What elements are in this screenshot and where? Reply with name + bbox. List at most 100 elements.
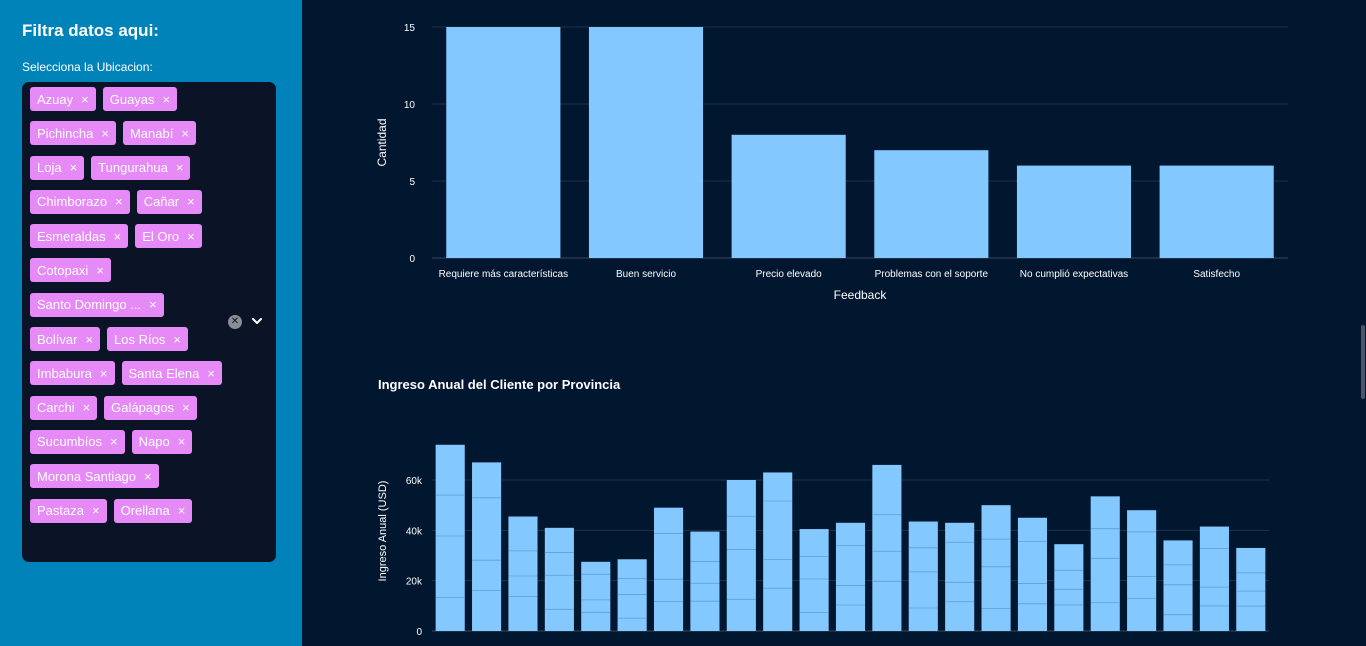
remove-tag-icon[interactable]: × [144, 468, 152, 484]
bar [617, 559, 647, 631]
location-tag[interactable]: Los Ríos × [107, 327, 188, 352]
tag-label: Manabí [129, 125, 174, 141]
remove-tag-icon[interactable]: × [162, 91, 171, 107]
location-tag[interactable]: El Oro × [135, 224, 202, 249]
tag-label: Napo [138, 434, 170, 450]
location-tag[interactable]: Chimborazo × [30, 189, 130, 214]
tag-label: El Oro [142, 228, 180, 244]
location-tag[interactable]: Tungurahua × [91, 155, 191, 180]
location-tag[interactable]: Carchi × [30, 395, 98, 420]
bar [874, 150, 989, 258]
location-multiselect[interactable]: Azuay × Guayas × Pichincha × Manabí × Loja × Tungu… [22, 82, 276, 562]
tag-label: Esmeraldas [37, 228, 106, 244]
tag-label: Los Ríos [114, 331, 166, 347]
bar [731, 134, 846, 258]
remove-tag-icon[interactable]: × [177, 434, 186, 450]
location-tag[interactable]: Morona Santiago × [30, 464, 159, 489]
tag-label: Santa Elena [128, 365, 200, 381]
x-tick-label: Problemas con el soporte [875, 269, 989, 280]
bar [763, 472, 793, 631]
location-tag[interactable]: Manabí × [122, 121, 196, 146]
remove-tag-icon[interactable]: × [91, 503, 100, 519]
remove-tag-icon[interactable]: × [181, 125, 189, 141]
bar [588, 27, 704, 258]
y-tick-label: 5 [409, 177, 415, 188]
remove-tag-icon[interactable]: × [187, 228, 195, 244]
location-tag[interactable]: Pichincha × [30, 121, 116, 146]
remove-tag-icon[interactable]: × [96, 262, 104, 278]
y-tick-label: 10 [404, 100, 416, 111]
remove-tag-icon[interactable]: × [85, 331, 94, 347]
location-tag[interactable]: Santa Elena × [121, 361, 222, 386]
location-label: Selecciona la Ubicacion: [22, 60, 153, 74]
bar [872, 464, 902, 631]
x-tick-label: Precio elevado [756, 269, 823, 280]
x-tick-label: No cumplió expectativas [1020, 269, 1128, 280]
bar [835, 522, 866, 631]
tag-label: Carchi [37, 400, 75, 416]
bar [1199, 526, 1229, 631]
location-tag[interactable]: Cañar × [136, 189, 202, 214]
location-tag[interactable]: Galápagos × [104, 395, 197, 420]
location-tag[interactable]: Pastaza × [30, 498, 107, 523]
location-tag[interactable]: Imbabura × [30, 361, 115, 386]
remove-tag-icon[interactable]: × [173, 331, 181, 347]
remove-tag-icon[interactable]: × [177, 503, 186, 519]
remove-tag-icon[interactable]: × [187, 194, 195, 210]
x-tick-label: Satisfecho [1193, 269, 1240, 280]
location-tag[interactable]: Esmeraldas × [30, 224, 129, 249]
sidebar-title: Filtra datos aqui: [22, 21, 159, 40]
remove-tag-icon[interactable]: × [81, 91, 89, 107]
tag-label: Chimborazo [37, 194, 108, 210]
tag-label: Morona Santiago [37, 468, 137, 484]
location-tag[interactable]: Guayas × [102, 87, 178, 111]
location-tag[interactable]: Bolívar × [30, 327, 101, 352]
location-tag[interactable]: Azuay × [30, 87, 96, 111]
bar [1163, 540, 1193, 631]
bar [653, 507, 684, 631]
y-tick-label: 15 [404, 23, 416, 34]
location-tag[interactable]: Santo Domingo ... × [30, 292, 164, 317]
bar [1090, 496, 1120, 631]
y-tick-label: 40k [406, 526, 423, 537]
bar [1127, 510, 1157, 631]
bar [435, 444, 465, 631]
y-tick-label: 0 [416, 627, 422, 638]
clear-icon[interactable]: ✕ [228, 315, 242, 329]
remove-tag-icon[interactable]: × [115, 194, 123, 210]
selected-tags: Azuay × Guayas × Pichincha × Manabí × Loja × Tungu… [30, 87, 230, 523]
sidebar: Filtra datos aqui: Selecciona la Ubicaci… [0, 0, 302, 646]
remove-tag-icon[interactable]: × [101, 125, 109, 141]
remove-tag-icon[interactable]: × [175, 160, 184, 176]
y-tick-label: 60k [406, 476, 423, 487]
bar [908, 521, 938, 631]
chevron-down-icon[interactable] [250, 314, 264, 328]
charts-area: 0 5 10 15 Requiere más características Buen s… [375, 23, 1288, 638]
y-tick-label: 0 [409, 254, 415, 265]
location-tag[interactable]: Cotopaxi × [30, 258, 111, 283]
remove-tag-icon[interactable]: × [182, 400, 190, 416]
bar [446, 27, 561, 258]
bar [799, 529, 829, 631]
remove-tag-icon[interactable]: × [110, 434, 118, 450]
location-tag[interactable]: Orellana × [113, 498, 193, 523]
remove-tag-icon[interactable]: × [99, 365, 108, 381]
remove-tag-icon[interactable]: × [149, 297, 157, 313]
tag-label: Tungurahua [98, 160, 168, 176]
location-tag[interactable]: Napo × [131, 429, 193, 454]
scrollbar-thumb[interactable] [1361, 325, 1365, 399]
location-tag[interactable]: Loja × [30, 155, 85, 180]
remove-tag-icon[interactable]: × [82, 400, 91, 416]
chart-title: Ingreso Anual del Cliente por Provincia [378, 377, 621, 392]
remove-tag-icon[interactable]: × [207, 365, 215, 381]
tag-label: Sucumbíos [37, 434, 103, 450]
tag-label: Cañar [143, 194, 180, 210]
location-tag[interactable]: Sucumbíos × [30, 429, 125, 454]
remove-tag-icon[interactable]: × [113, 228, 122, 244]
bar [1054, 544, 1084, 631]
bar [690, 531, 720, 631]
bar [472, 462, 502, 631]
main-content: 0 5 10 15 Requiere más características Buen s… [302, 0, 1366, 646]
y-axis-title: Ingreso Anual (USD) [377, 481, 389, 582]
remove-tag-icon[interactable]: × [69, 160, 78, 176]
